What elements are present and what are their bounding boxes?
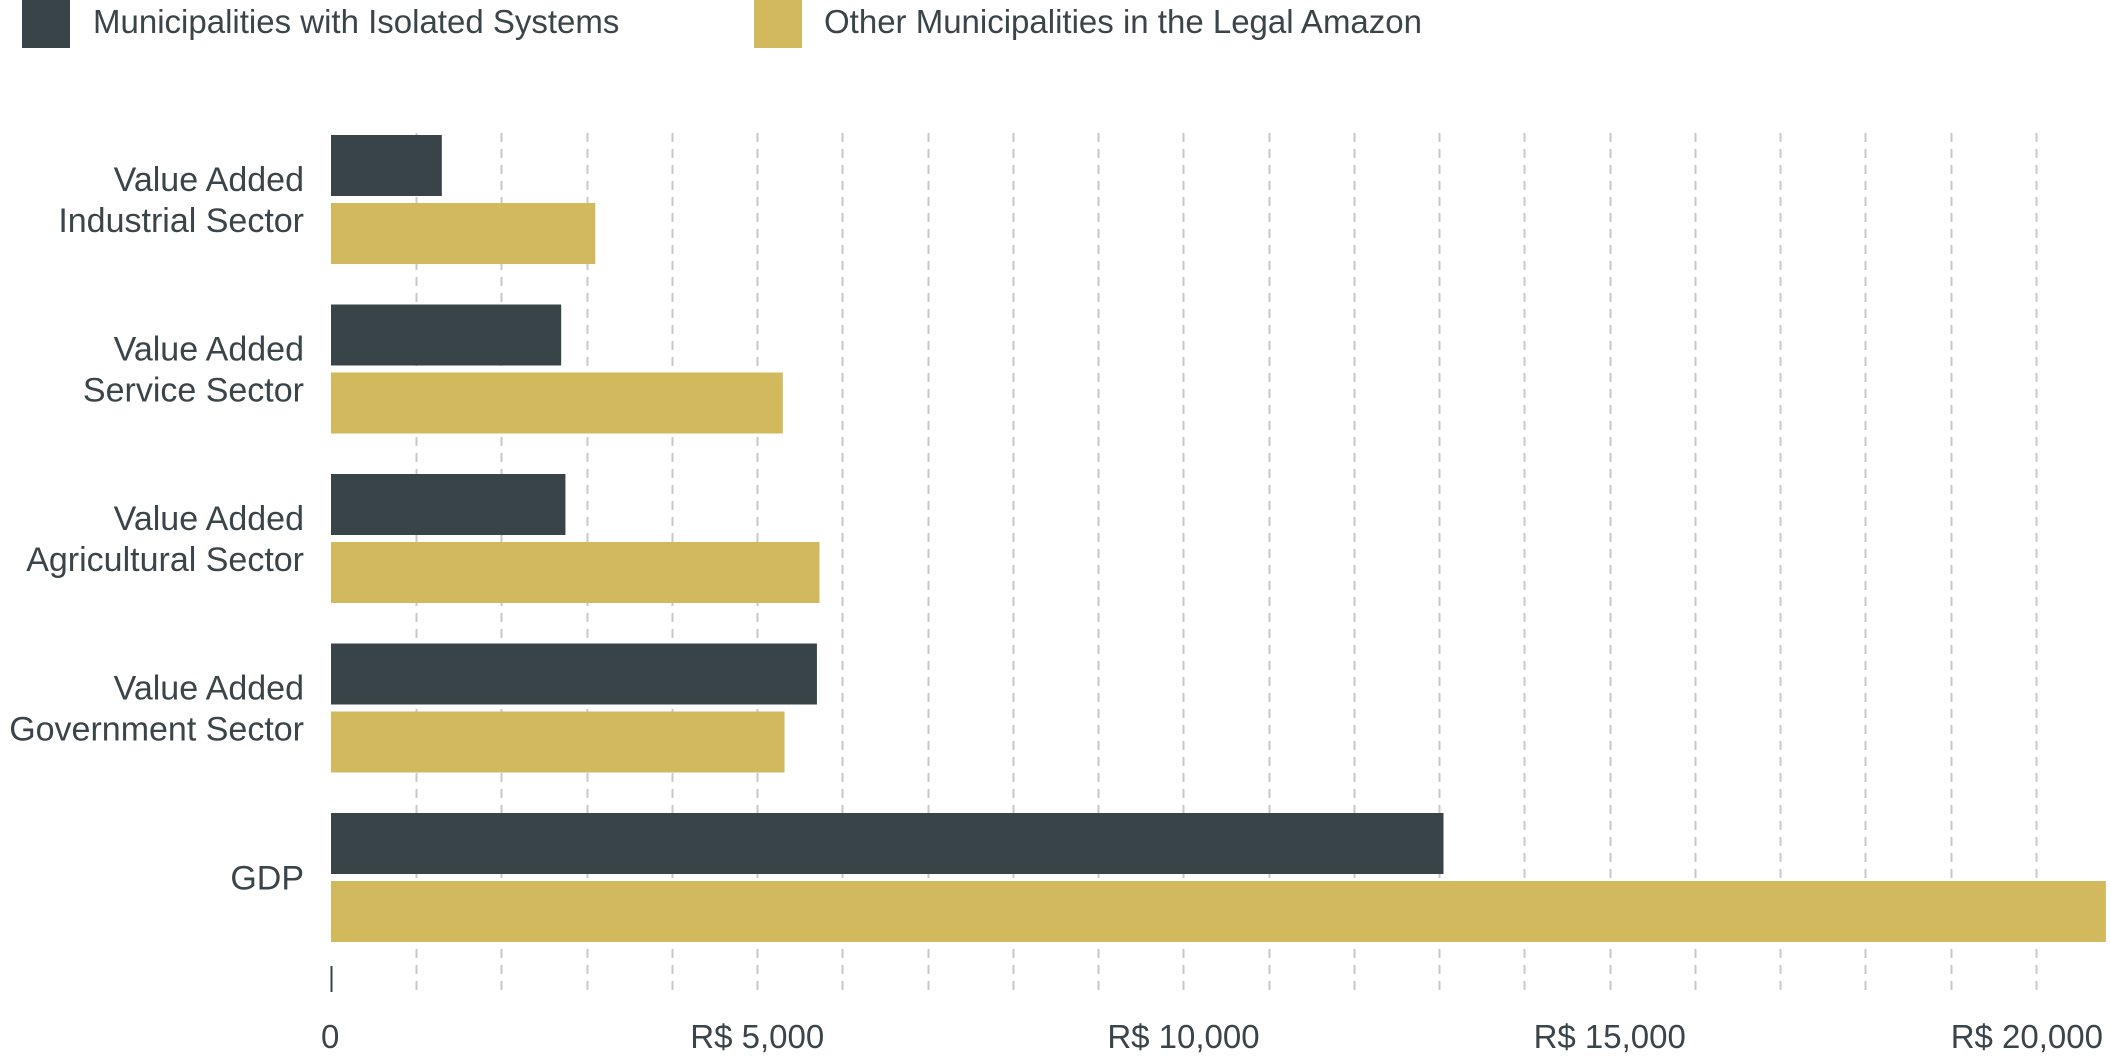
bar-isolated-1 (331, 304, 562, 366)
bars (331, 135, 2106, 942)
bar-other-4 (331, 881, 2106, 942)
category-label: Industrial Sector (58, 202, 304, 240)
bar-other-0 (331, 203, 596, 264)
category-label: Agricultural Sector (26, 541, 304, 579)
legend-label-other: Other Municipalities in the Legal Amazon (824, 3, 1422, 40)
category-label: GDP (230, 860, 304, 898)
x-tick-label: R$ 10,000 (1107, 1018, 1259, 1055)
bar-other-1 (331, 372, 783, 434)
bar-isolated-0 (331, 135, 442, 196)
bar-other-2 (331, 542, 820, 603)
x-tick-label: R$ 20,000 (1951, 1018, 2103, 1055)
bar-isolated-4 (331, 813, 1444, 874)
category-label: Value Added (114, 500, 304, 538)
x-tick-label: 0 (321, 1018, 339, 1055)
bar-other-3 (331, 711, 785, 773)
category-label: Value Added (114, 161, 304, 199)
bar-isolated-2 (331, 474, 566, 535)
legend-swatch-other (754, 0, 802, 48)
x-tick-label: R$ 15,000 (1534, 1018, 1686, 1055)
category-label: Value Added (114, 331, 304, 369)
category-label: Service Sector (83, 372, 304, 410)
legend: Municipalities with Isolated Systems Oth… (22, 0, 1422, 48)
category-label: Government Sector (9, 711, 304, 749)
legend-label-isolated: Municipalities with Isolated Systems (93, 3, 619, 40)
category-label: Value Added (114, 670, 304, 708)
legend-swatch-isolated (22, 0, 70, 48)
bar-isolated-3 (331, 643, 817, 705)
x-axis: 0 R$ 5,000 R$ 10,000 R$ 15,000 R$ 20,000 (321, 966, 2103, 1055)
x-tick-label: R$ 5,000 (690, 1018, 824, 1055)
